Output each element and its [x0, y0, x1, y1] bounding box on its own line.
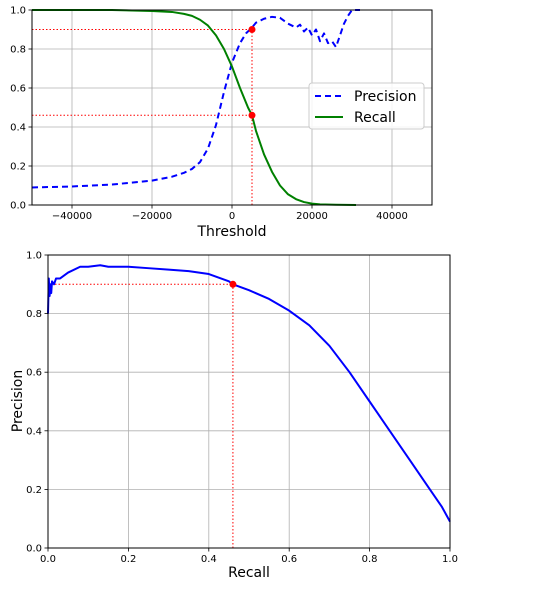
pr-x-tick-label: 0.4 [201, 554, 217, 565]
threshold-y-tick-label: 0.0 [10, 201, 26, 212]
pr-marker-point-0 [229, 280, 237, 288]
pr-y-tick-label: 0.0 [26, 544, 42, 555]
threshold-chart-legend: Precision Recall [308, 82, 425, 130]
threshold-chart: −40000 −20000 0 20000 40000 0.0 0.2 0.4 0.6 0.8 1… [10, 6, 433, 240]
pr-x-tick-label: 0.6 [281, 554, 297, 565]
threshold-x-tick-label: −40000 [52, 211, 92, 222]
pr-x-tick-label: 0.2 [120, 554, 136, 565]
pr-y-tick-label: 1.0 [26, 251, 42, 262]
legend-precision-label: Precision [354, 89, 416, 105]
threshold-x-tick-label: 20000 [296, 211, 328, 222]
pr-chart-y-axis-label: Precision [10, 370, 26, 432]
pr-chart-x-ticks: 0.0 0.2 0.4 0.6 0.8 1.0 [40, 548, 458, 565]
threshold-chart-x-axis-label: Threshold [197, 224, 267, 240]
pr-x-tick-label: 0.8 [362, 554, 378, 565]
threshold-x-tick-label: 0 [229, 211, 235, 222]
threshold-y-tick-label: 0.4 [10, 123, 26, 134]
threshold-x-tick-label: 40000 [376, 211, 408, 222]
threshold-chart-markers [248, 26, 256, 119]
pr-chart-grid [47, 254, 451, 549]
threshold-y-tick-label: 0.6 [10, 84, 26, 95]
pr-chart-frame [47, 254, 451, 549]
pr-y-tick-label: 0.4 [26, 426, 42, 437]
threshold-y-tick-label: 0.2 [10, 162, 26, 173]
threshold-chart-series [31, 9, 360, 206]
threshold-chart-x-ticks: −40000 −20000 0 20000 40000 [52, 205, 408, 222]
legend-recall-label: Recall [354, 110, 396, 126]
threshold-y-tick-label: 0.8 [10, 45, 26, 56]
pr-chart-series [47, 264, 451, 523]
threshold-chart-reference-lines [32, 29, 253, 205]
threshold-marker-point-1 [248, 111, 256, 119]
pr-x-tick-label: 1.0 [442, 554, 458, 565]
threshold-series-recall-line [32, 9, 357, 206]
threshold-y-tick-label: 1.0 [10, 6, 26, 17]
pr-chart-x-axis-label: Recall [228, 565, 270, 581]
pr-y-tick-label: 0.6 [26, 368, 42, 379]
pr-x-tick-label: 0.0 [40, 554, 56, 565]
pr-y-tick-label: 0.2 [26, 485, 42, 496]
threshold-series-precision-line [31, 9, 360, 189]
pr-series-line-line [47, 264, 451, 523]
threshold-chart-y-ticks: 0.0 0.2 0.4 0.6 0.8 1.0 [10, 6, 32, 212]
threshold-x-tick-label: −20000 [132, 211, 172, 222]
pr-chart-y-ticks: 0.0 0.2 0.4 0.6 0.8 1.0 [26, 251, 48, 555]
pr-chart-markers [229, 280, 237, 288]
pr-y-tick-label: 0.8 [26, 309, 42, 320]
pr-chart-reference-lines [48, 283, 234, 548]
precision-recall-chart: 0.0 0.2 0.4 0.6 0.8 1.0 0.0 0.2 0.4 0.6 0.8 1.0 Re… [10, 251, 458, 582]
threshold-marker-point-0 [248, 26, 256, 33]
